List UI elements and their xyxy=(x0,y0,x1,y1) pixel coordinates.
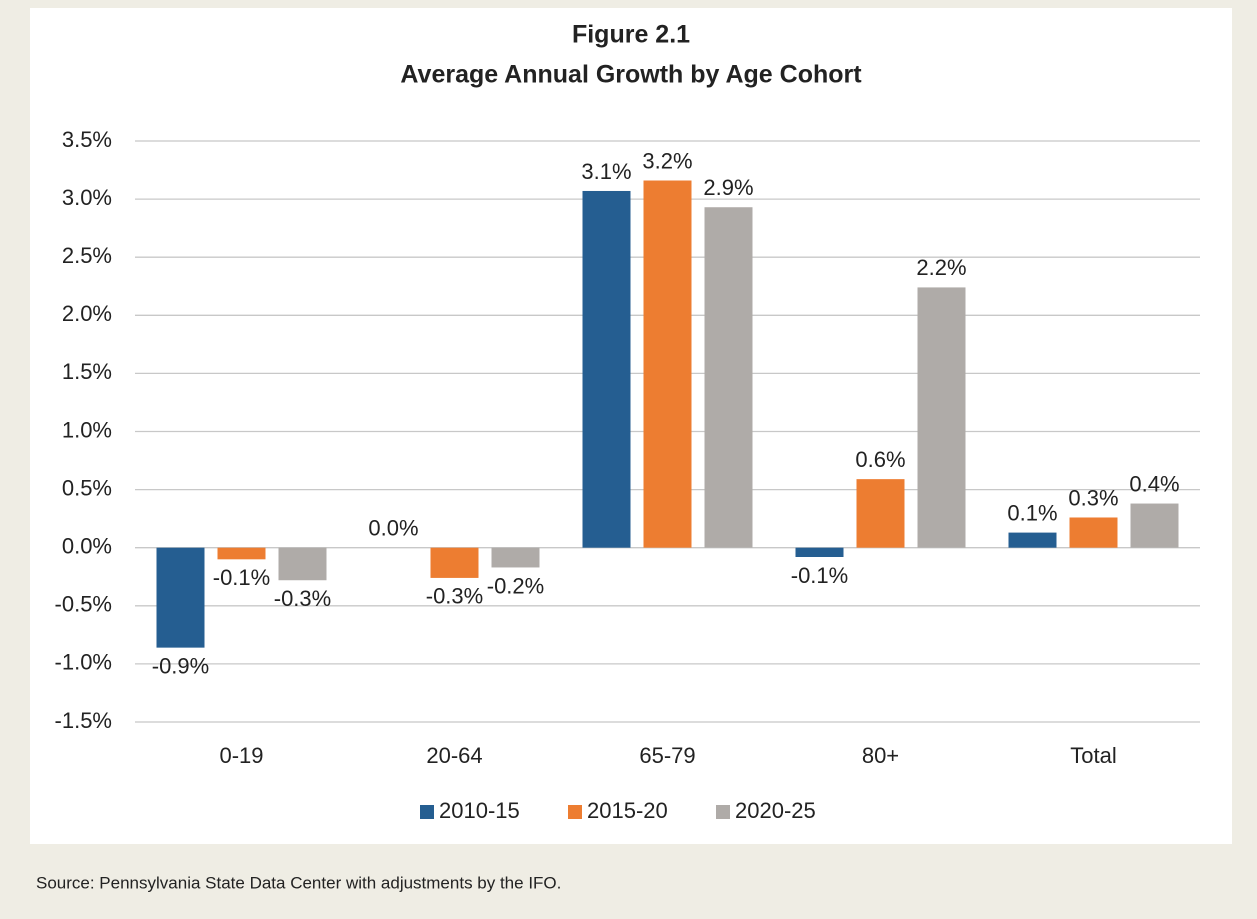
bar xyxy=(278,547,327,581)
y-tick-label: 2.5% xyxy=(62,243,112,268)
legend-label: 2015-20 xyxy=(587,798,668,823)
data-label: -0.1% xyxy=(213,565,270,590)
y-tick-label: 3.5% xyxy=(62,127,112,152)
y-tick-label: 0.0% xyxy=(62,534,112,559)
y-tick-label: -1.5% xyxy=(55,708,112,733)
y-tick-label: 3.0% xyxy=(62,185,112,210)
chart-subtitle: Average Annual Growth by Age Cohort xyxy=(400,61,862,89)
data-label: 0.1% xyxy=(1007,500,1057,525)
bar xyxy=(1130,503,1179,548)
bar xyxy=(704,207,753,548)
bar xyxy=(1008,532,1057,548)
data-label: -0.3% xyxy=(426,584,483,609)
legend-label: 2010-15 xyxy=(439,798,520,823)
bar xyxy=(856,479,905,548)
x-tick-label: 65-79 xyxy=(639,743,695,768)
y-tick-label: -1.0% xyxy=(55,650,112,675)
data-label: 0.4% xyxy=(1129,471,1179,496)
data-label: 0.0% xyxy=(368,516,418,541)
legend-swatch xyxy=(420,805,434,819)
data-label: 0.6% xyxy=(855,447,905,472)
data-label: -0.3% xyxy=(274,586,331,611)
data-label: 3.1% xyxy=(581,159,631,184)
bar xyxy=(430,547,479,578)
data-label: 3.2% xyxy=(642,148,692,173)
chart-panel xyxy=(30,8,1232,844)
legend-swatch xyxy=(716,805,730,819)
y-tick-label: 2.0% xyxy=(62,301,112,326)
legend-label: 2020-25 xyxy=(735,798,816,823)
x-tick-label: 0-19 xyxy=(219,743,263,768)
data-label: -0.1% xyxy=(791,563,848,588)
bar xyxy=(643,180,692,548)
bar xyxy=(917,287,966,548)
x-tick-label: Total xyxy=(1070,743,1116,768)
y-tick-label: 1.5% xyxy=(62,359,112,384)
x-tick-label: 20-64 xyxy=(426,743,482,768)
legend-swatch xyxy=(568,805,582,819)
bar xyxy=(491,547,540,568)
y-tick-label: 1.0% xyxy=(62,417,112,442)
data-label: 0.3% xyxy=(1068,485,1118,510)
bar xyxy=(217,547,266,560)
chart-title: Figure 2.1 xyxy=(572,21,690,49)
data-label: -0.9% xyxy=(152,653,209,678)
x-tick-label: 80+ xyxy=(862,743,899,768)
data-label: 2.9% xyxy=(703,175,753,200)
y-tick-label: 0.5% xyxy=(62,475,112,500)
bar xyxy=(1069,517,1118,548)
y-tick-label: -0.5% xyxy=(55,592,112,617)
bar xyxy=(795,547,844,557)
bar xyxy=(582,190,631,548)
data-label: 2.2% xyxy=(916,255,966,280)
data-label: -0.2% xyxy=(487,573,544,598)
source-note: Source: Pennsylvania State Data Center w… xyxy=(36,873,561,892)
bar xyxy=(156,547,205,648)
